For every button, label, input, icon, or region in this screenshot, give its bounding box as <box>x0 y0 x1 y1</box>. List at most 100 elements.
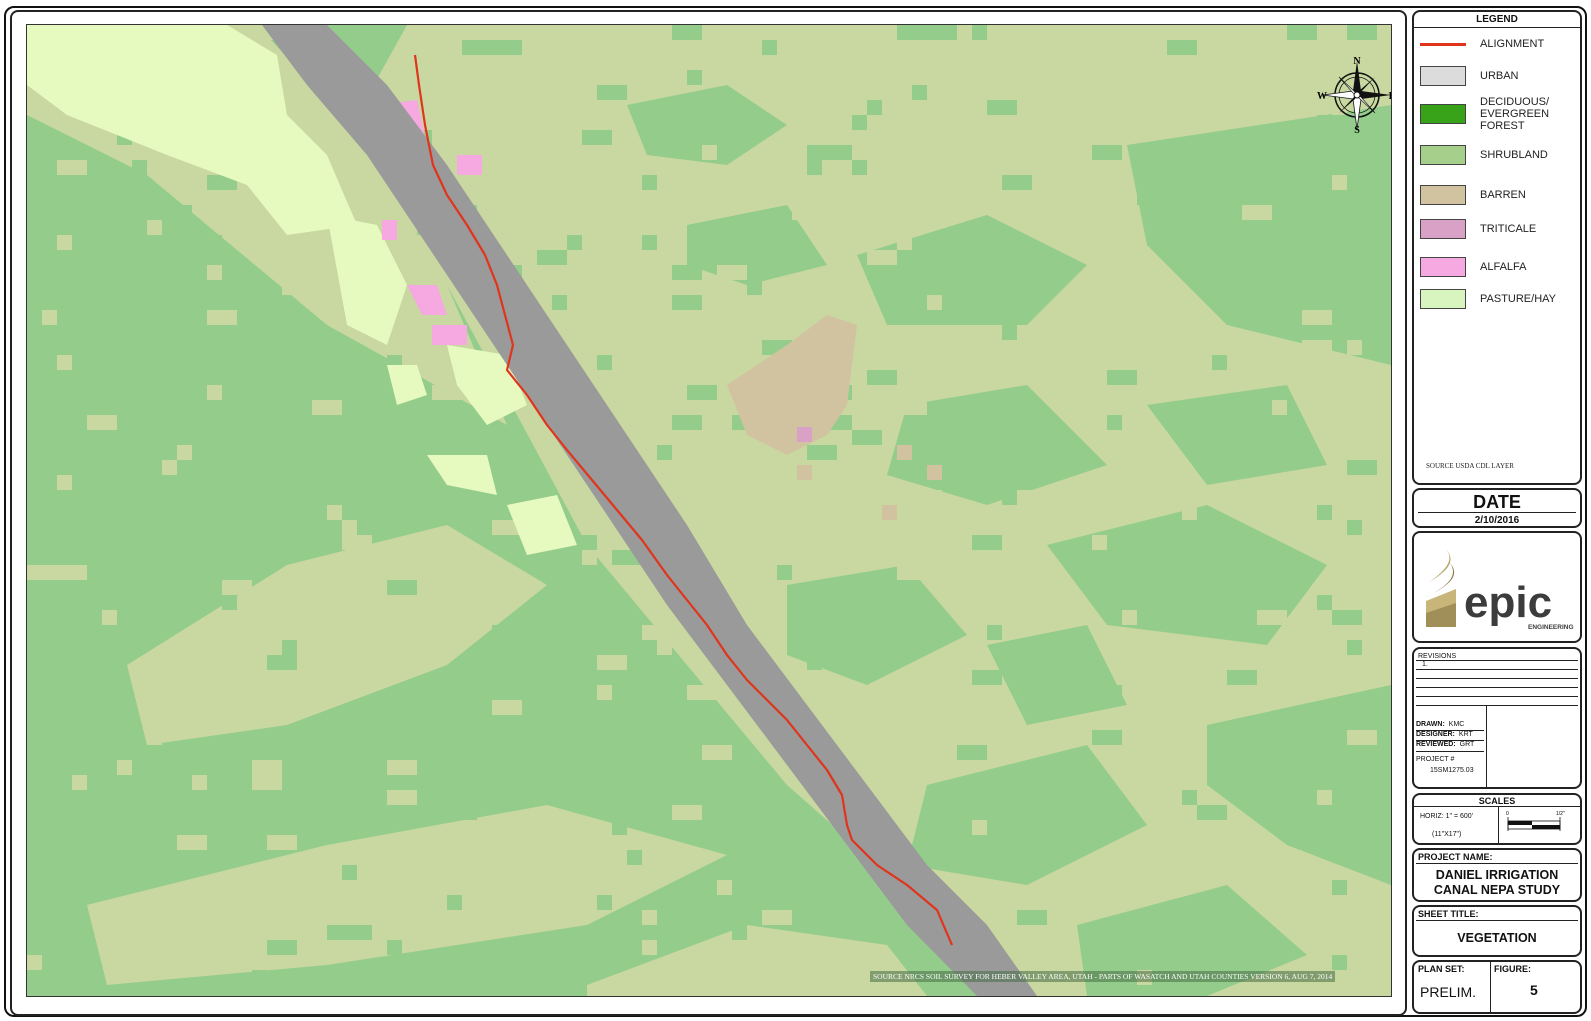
raster-cell <box>57 235 72 250</box>
raster-cell <box>492 865 507 880</box>
raster-cell <box>942 715 957 730</box>
project-number-value: 15SM1275.03 <box>1430 767 1474 774</box>
divider <box>1416 751 1484 752</box>
drawn-label: DRAWN: <box>1416 721 1445 728</box>
raster-cell <box>252 775 282 790</box>
map-frame: N S E W SOURCE NRCS SOIL SURVEY FOR HEBE… <box>10 10 1407 1016</box>
legend-swatch <box>1420 145 1466 165</box>
raster-cell <box>672 265 702 280</box>
legend-item: DECIDUOUS/ EVERGREEN FOREST <box>1420 96 1558 132</box>
raster-cell <box>267 655 297 670</box>
raster-cell <box>1332 295 1347 310</box>
drawing-sheet-border <box>4 6 1587 1017</box>
shrubland-patch <box>627 85 787 165</box>
raster-cell <box>912 160 927 175</box>
raster-cell <box>87 415 117 430</box>
raster-cell <box>117 760 132 775</box>
raster-cell <box>1212 70 1227 85</box>
raster-cell <box>357 475 372 490</box>
shrubland-patch <box>907 745 1147 885</box>
raster-cell <box>1212 925 1242 940</box>
raster-cell <box>1212 355 1227 370</box>
raster-cell <box>252 970 267 985</box>
project-name-label: PROJECT NAME: <box>1418 852 1493 862</box>
raster-cell <box>1092 730 1122 745</box>
raster-cell <box>387 580 417 595</box>
company-logo-box: epic ENGINEERING <box>1412 531 1582 643</box>
raster-cell <box>957 745 987 760</box>
raster-cell <box>1107 145 1122 160</box>
raster-cell <box>342 925 372 940</box>
raster-cell <box>102 265 132 280</box>
grassland-area <box>127 525 547 745</box>
raster-cell <box>1347 25 1377 40</box>
legend-label: URBAN <box>1480 70 1519 82</box>
raster-cell <box>897 400 927 415</box>
raster-cell <box>867 160 897 175</box>
raster-cell <box>642 265 657 280</box>
divider <box>1416 678 1578 679</box>
barren-cell <box>882 505 897 520</box>
raster-cell <box>1212 145 1227 160</box>
raster-cell <box>57 820 87 835</box>
raster-cell <box>552 280 567 295</box>
project-name-line2: CANAL NEPA STUDY <box>1433 883 1561 897</box>
scale-bar-end: 1/2" <box>1556 811 1565 817</box>
raster-cell <box>552 850 582 865</box>
raster-cell <box>672 295 702 310</box>
raster-cell <box>417 970 432 985</box>
legend-swatch <box>1420 66 1466 86</box>
raster-cell <box>927 25 957 40</box>
divider <box>1418 512 1576 513</box>
raster-cell <box>957 805 972 820</box>
raster-cell <box>642 235 657 250</box>
plan-set-value: PRELIM. <box>1420 984 1477 1000</box>
legend-swatch <box>1420 42 1466 46</box>
raster-cell <box>777 565 792 580</box>
compass-rose-icon: N S E W <box>1317 55 1391 135</box>
sheet-title-label: SHEET TITLE: <box>1418 909 1479 919</box>
raster-cell <box>642 850 657 865</box>
raster-cell <box>717 880 732 895</box>
raster-cell <box>387 790 417 805</box>
raster-cell <box>1242 685 1257 700</box>
raster-cell <box>1017 910 1047 925</box>
raster-cell <box>1242 745 1257 760</box>
date-title: DATE <box>1473 492 1521 512</box>
plan-set-label: PLAN SET: <box>1418 964 1465 974</box>
scale-bar-icon: 0 1/2" <box>1506 811 1565 831</box>
sheet-title-value: VEGETATION <box>1457 931 1537 945</box>
triticale-cell <box>797 427 812 442</box>
raster-cell <box>447 805 477 820</box>
raster-cell <box>1107 415 1122 430</box>
raster-cell <box>1122 250 1137 265</box>
grassland-area <box>357 25 1391 996</box>
raster-cell <box>792 205 822 220</box>
raster-cell <box>642 175 657 190</box>
raster-cell <box>102 610 117 625</box>
raster-cell <box>1197 415 1227 430</box>
raster-cell <box>702 445 732 460</box>
raster-cell <box>1272 850 1302 865</box>
logo-subtext: ENGINEERING <box>1528 624 1574 631</box>
raster-cell <box>207 235 222 250</box>
raster-cell <box>1062 730 1077 745</box>
raster-cell <box>207 715 237 730</box>
raster-cell <box>852 430 882 445</box>
raster-cell <box>1347 340 1362 355</box>
raster-cell <box>312 400 342 415</box>
raster-cell <box>57 355 72 370</box>
vegetation-map[interactable]: N S E W <box>26 24 1392 997</box>
raster-cell <box>1287 25 1302 40</box>
raster-cell <box>1137 595 1167 610</box>
raster-cell <box>57 160 87 175</box>
reviewed-label: REVIEWED: <box>1416 741 1456 748</box>
raster-cell <box>117 235 147 250</box>
revision-number: 1. <box>1422 661 1428 668</box>
raster-cell <box>357 745 372 760</box>
scales-box: SCALES HORIZ: 1" = 600' (11"X17") 0 1/2" <box>1412 793 1582 845</box>
scales-title: SCALES <box>1414 796 1580 807</box>
raster-cell <box>702 145 717 160</box>
raster-cell <box>762 910 792 925</box>
raster-cell <box>687 685 717 700</box>
